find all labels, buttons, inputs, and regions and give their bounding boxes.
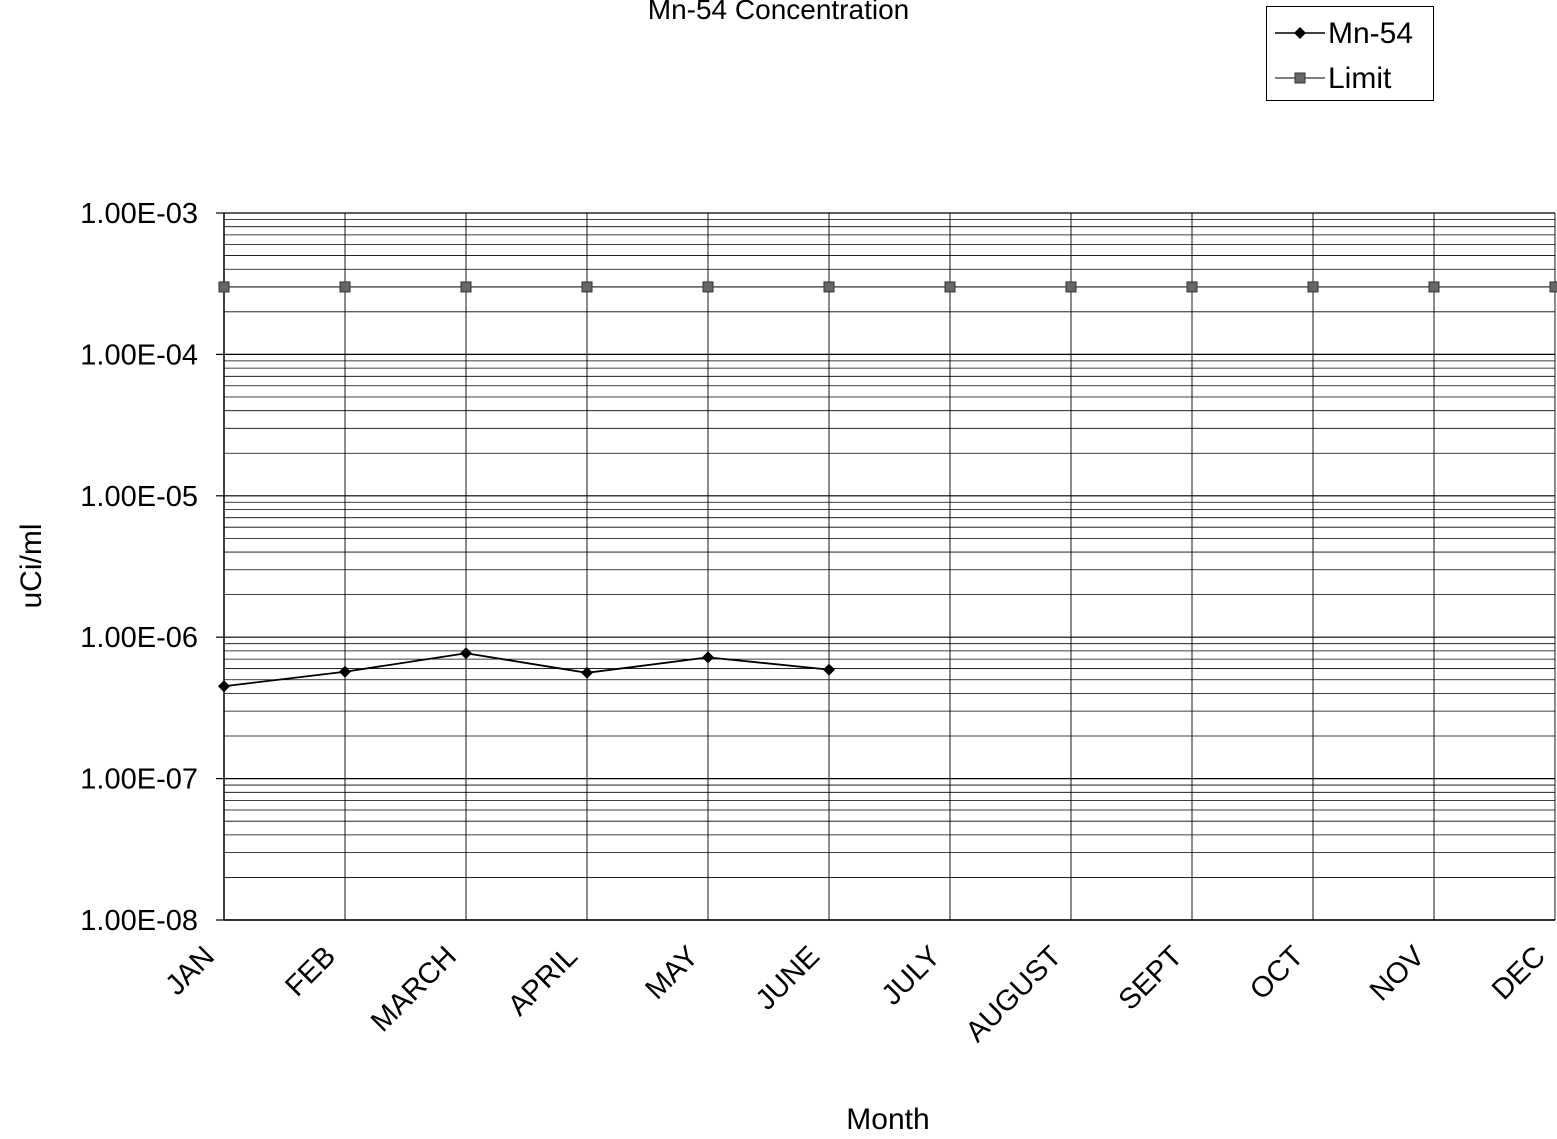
data-point-limit <box>218 281 230 293</box>
data-point-limit <box>1186 281 1198 293</box>
data-point-mn-54 <box>702 651 714 664</box>
legend-label-mn54: Mn-54 <box>1328 17 1414 50</box>
data-point-limit <box>1549 281 1557 293</box>
series-line-mn-54 <box>223 652 830 688</box>
series-layer <box>218 281 1557 693</box>
x-tick-label: JUNE <box>750 940 826 1016</box>
legend-entry-mn54: Mn-54 <box>1267 13 1433 53</box>
legend-label-limit: Limit <box>1328 62 1392 95</box>
y-tick-label: 1.00E-06 <box>80 622 198 654</box>
legend-swatch-mn54 <box>1275 27 1325 39</box>
data-point-limit <box>944 281 956 293</box>
chart-title: Mn-54 Concentration <box>647 0 910 25</box>
x-tick-label: OCT <box>1244 940 1310 1006</box>
x-tick-label: NOV <box>1364 940 1432 1008</box>
x-tick-label: AUGUST <box>960 940 1068 1048</box>
data-point-limit <box>1065 281 1077 293</box>
x-tick-label: MARCH <box>365 940 463 1038</box>
data-point-mn-54 <box>460 647 472 660</box>
data-point-limit <box>460 281 472 293</box>
data-point-limit <box>339 281 351 293</box>
y-tick-label: 1.00E-05 <box>80 481 198 513</box>
x-tick-label: SEPT <box>1113 940 1189 1016</box>
data-point-mn-54 <box>823 663 835 676</box>
y-tick-label: 1.00E-03 <box>80 198 198 230</box>
y-axis-label: uCi/ml <box>15 523 48 608</box>
axes <box>216 212 1555 921</box>
data-point-limit <box>1307 281 1319 293</box>
x-tick-labels: JAN FEB MARCH APRIL MAY JUNE JULY AUGUST SEPT OCT… <box>160 940 1552 1049</box>
y-tick-label: 1.00E-07 <box>80 764 198 796</box>
legend-swatch-limit <box>1275 72 1325 84</box>
data-point-mn-54 <box>218 680 230 693</box>
data-point-limit <box>702 281 714 293</box>
data-point-limit <box>823 281 835 293</box>
y-tick-label: 1.00E-04 <box>80 339 198 371</box>
x-tick-label: JAN <box>160 940 221 1001</box>
x-tick-label: MAY <box>639 940 705 1006</box>
x-axis-label: Month <box>846 1103 929 1136</box>
y-tick-labels: 1.00E-08 1.00E-07 1.00E-06 1.00E-05 1.00E-04… <box>80 198 198 937</box>
x-tick-label: FEB <box>279 940 342 1003</box>
x-tick-label: APRIL <box>502 940 584 1022</box>
x-tick-label: JULY <box>876 940 947 1011</box>
data-point-mn-54 <box>339 665 351 678</box>
gridlines <box>223 212 1556 921</box>
data-point-limit <box>1428 281 1440 293</box>
data-point-limit <box>581 281 593 293</box>
legend-entry-limit: Limit <box>1267 58 1433 98</box>
legend: Mn-54 Limit <box>1266 6 1434 101</box>
x-tick-label: DEC <box>1486 940 1552 1006</box>
data-point-mn-54 <box>581 666 593 679</box>
y-tick-label: 1.00E-08 <box>80 905 198 937</box>
